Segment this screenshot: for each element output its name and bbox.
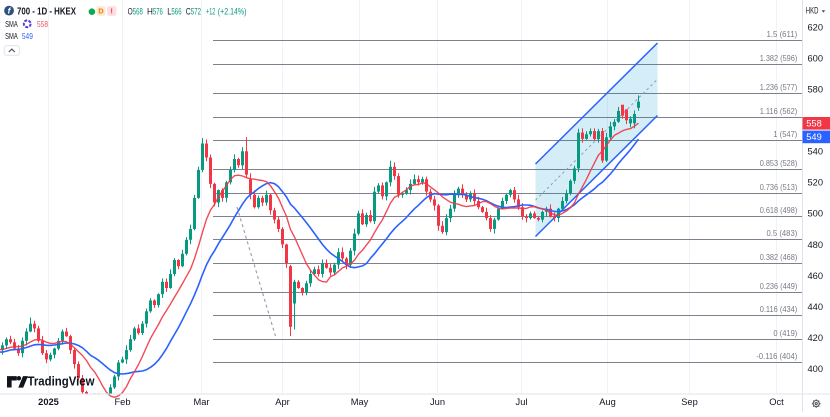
svg-text:Apr: Apr bbox=[275, 397, 289, 407]
svg-text:0.736 (513): 0.736 (513) bbox=[760, 183, 798, 192]
svg-text:480: 480 bbox=[808, 240, 824, 250]
svg-text:600: 600 bbox=[808, 53, 824, 63]
svg-text:566: 566 bbox=[171, 7, 181, 17]
svg-text:SMA: SMA bbox=[5, 31, 18, 41]
svg-text:Jul: Jul bbox=[516, 397, 528, 407]
svg-text:1.382 (596): 1.382 (596) bbox=[760, 54, 798, 63]
svg-text:0.116 (434): 0.116 (434) bbox=[760, 305, 798, 314]
svg-text:Sep: Sep bbox=[681, 397, 698, 407]
svg-text:440: 440 bbox=[808, 302, 824, 312]
svg-text:0.618 (498): 0.618 (498) bbox=[760, 206, 798, 215]
svg-text:0.5 (483): 0.5 (483) bbox=[767, 229, 798, 238]
svg-text:HKD: HKD bbox=[806, 5, 819, 15]
svg-text:Oct: Oct bbox=[769, 397, 784, 407]
svg-text:0 (419): 0 (419) bbox=[773, 329, 797, 338]
svg-text:620: 620 bbox=[808, 22, 824, 32]
svg-text:!: ! bbox=[110, 7, 113, 16]
svg-text:540: 540 bbox=[808, 147, 824, 157]
svg-text:460: 460 bbox=[808, 271, 824, 281]
svg-text:1.116 (562): 1.116 (562) bbox=[760, 107, 798, 116]
svg-text:Mar: Mar bbox=[193, 397, 209, 407]
svg-text:(+2.14%): (+2.14%) bbox=[218, 7, 247, 17]
svg-text:520: 520 bbox=[808, 178, 824, 188]
svg-text:700 - 1D - HKEX: 700 - 1D - HKEX bbox=[17, 5, 76, 17]
svg-text:568: 568 bbox=[133, 7, 143, 17]
svg-text:1 (547): 1 (547) bbox=[773, 130, 797, 139]
svg-text:+12: +12 bbox=[206, 7, 215, 17]
svg-text:576: 576 bbox=[153, 7, 163, 17]
svg-text:580: 580 bbox=[808, 84, 824, 94]
svg-text:Jun: Jun bbox=[430, 397, 445, 407]
svg-text:SMA: SMA bbox=[5, 19, 18, 29]
svg-text:400: 400 bbox=[808, 364, 824, 374]
svg-text:0.853 (528): 0.853 (528) bbox=[760, 159, 798, 168]
svg-text:549: 549 bbox=[806, 132, 822, 142]
svg-text:Feb: Feb bbox=[114, 397, 130, 407]
svg-text:500: 500 bbox=[808, 209, 824, 219]
svg-text:May: May bbox=[351, 397, 369, 407]
svg-text:1.236 (577): 1.236 (577) bbox=[760, 83, 798, 92]
svg-text:TradingView: TradingView bbox=[28, 374, 96, 389]
svg-text:D: D bbox=[98, 7, 104, 16]
svg-text:572: 572 bbox=[191, 7, 201, 17]
svg-text:Aug: Aug bbox=[599, 397, 616, 407]
svg-text:1.5 (611): 1.5 (611) bbox=[767, 30, 798, 39]
svg-text:0.382 (468): 0.382 (468) bbox=[760, 253, 798, 262]
svg-text:558: 558 bbox=[37, 19, 48, 29]
svg-text:558: 558 bbox=[806, 119, 822, 129]
svg-text:-0.116 (404): -0.116 (404) bbox=[756, 352, 797, 361]
svg-text:2025: 2025 bbox=[38, 397, 59, 407]
svg-text:420: 420 bbox=[808, 333, 824, 343]
svg-text:0.236 (449): 0.236 (449) bbox=[760, 282, 798, 291]
svg-text:549: 549 bbox=[22, 31, 33, 41]
